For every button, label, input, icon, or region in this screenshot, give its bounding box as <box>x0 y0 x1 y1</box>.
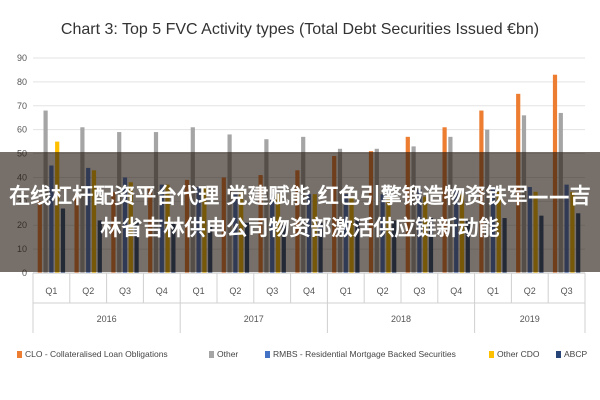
legend-label: Other <box>217 349 238 359</box>
y-tick-label: 90 <box>17 53 27 63</box>
x-tick-label: Q1 <box>45 286 57 296</box>
x-tick-label: Q2 <box>82 286 94 296</box>
headline-banner[interactable]: 在线杠杆配资平台代理 党建赋能 红色引擎锻造物资铁军——吉林省吉林供电公司物资部… <box>0 152 600 272</box>
x-tick-label: Q2 <box>377 286 389 296</box>
headline-text[interactable]: 在线杠杆配资平台代理 党建赋能 红色引擎锻造物资铁军——吉林省吉林供电公司物资部… <box>9 184 591 240</box>
x-axis: Q1 Q2 Q3 Q4 Q1 Q2 Q3 Q4 Q1 Q2 Q3 Q4 Q1 Q2 Q3 2016 2017 20… <box>32 272 586 333</box>
legend-swatch <box>489 351 494 358</box>
x-tick-label: Q1 <box>340 286 352 296</box>
legend-label: Other CDO <box>497 349 540 359</box>
x-tick-label: Q2 <box>229 286 241 296</box>
x-tick-label: Q2 <box>524 286 536 296</box>
legend-swatch <box>209 351 214 358</box>
legend-label: RMBS - Residential Mortgage Backed Secur… <box>273 349 456 359</box>
x-tick-label: Q4 <box>450 286 462 296</box>
y-tick-label: 80 <box>17 77 27 87</box>
year-label: 2019 <box>520 314 540 324</box>
chart-title: Chart 3: Top 5 FVC Activity types (Total… <box>61 21 539 38</box>
legend-swatch <box>556 351 561 358</box>
legend-label: CLO - Collateralised Loan Obligations <box>25 349 168 359</box>
y-tick-label: 60 <box>17 125 27 135</box>
legend-label: ABCP <box>564 349 587 359</box>
y-tick-label: 70 <box>17 101 27 111</box>
legend: CLO - Collateralised Loan Obligations Oth… <box>17 349 587 359</box>
year-label: 2017 <box>244 314 264 324</box>
year-label: 2016 <box>97 314 117 324</box>
y-tick-label: 0 <box>22 268 27 278</box>
x-tick-label: Q4 <box>303 286 315 296</box>
x-tick-label: Q3 <box>413 286 425 296</box>
x-tick-label: Q4 <box>156 286 168 296</box>
legend-swatch <box>17 351 22 358</box>
x-tick-label: Q3 <box>561 286 573 296</box>
x-tick-label: Q3 <box>266 286 278 296</box>
x-tick-label: Q1 <box>193 286 205 296</box>
x-tick-label: Q1 <box>487 286 499 296</box>
x-tick-label: Q3 <box>119 286 131 296</box>
legend-swatch <box>265 351 270 358</box>
year-label: 2018 <box>391 314 411 324</box>
